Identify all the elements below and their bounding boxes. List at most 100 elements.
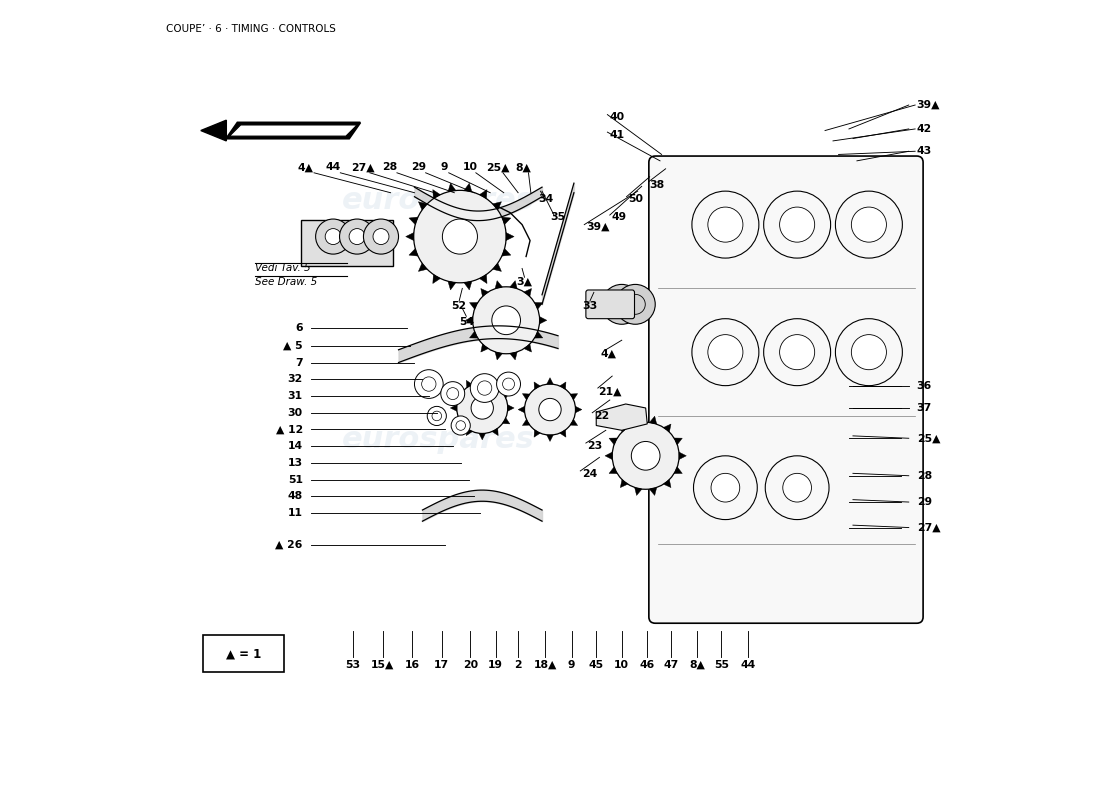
Polygon shape	[539, 317, 547, 324]
Polygon shape	[570, 394, 578, 400]
Text: 34: 34	[538, 194, 553, 204]
Text: 31: 31	[288, 391, 302, 401]
Text: 4▲: 4▲	[601, 349, 616, 358]
Text: 42: 42	[916, 124, 932, 134]
Text: 52: 52	[452, 301, 466, 311]
Text: 28: 28	[916, 470, 932, 481]
Circle shape	[708, 334, 742, 370]
Polygon shape	[493, 202, 502, 210]
Polygon shape	[679, 452, 686, 459]
Text: See Draw. 5: See Draw. 5	[255, 277, 317, 287]
Text: eurospares: eurospares	[342, 186, 535, 215]
Text: 17: 17	[434, 660, 449, 670]
Text: eurospares: eurospares	[342, 426, 535, 454]
Polygon shape	[470, 302, 477, 310]
Circle shape	[340, 219, 375, 254]
Circle shape	[631, 442, 660, 470]
Text: 48: 48	[288, 491, 302, 502]
Text: 45: 45	[588, 660, 604, 670]
Text: 37: 37	[916, 403, 932, 413]
Text: 9: 9	[568, 660, 575, 670]
Polygon shape	[522, 394, 530, 400]
Text: 43: 43	[916, 146, 932, 156]
Text: 39▲: 39▲	[916, 100, 940, 110]
Text: 6: 6	[295, 323, 302, 334]
Text: 14: 14	[288, 442, 302, 451]
Text: 32: 32	[287, 374, 303, 384]
Text: 22: 22	[594, 411, 609, 421]
Polygon shape	[649, 416, 657, 424]
Polygon shape	[674, 467, 682, 474]
Polygon shape	[524, 289, 531, 297]
Polygon shape	[620, 424, 628, 432]
Text: ▲ 26: ▲ 26	[275, 540, 302, 550]
Text: 55: 55	[714, 660, 729, 670]
Text: 38: 38	[649, 180, 664, 190]
Polygon shape	[535, 382, 540, 390]
Polygon shape	[596, 404, 647, 430]
Circle shape	[602, 285, 641, 324]
Circle shape	[525, 384, 575, 435]
Polygon shape	[480, 190, 487, 198]
Polygon shape	[620, 479, 628, 487]
Text: 49: 49	[612, 212, 627, 222]
Text: 25▲: 25▲	[485, 162, 509, 172]
Circle shape	[539, 398, 561, 421]
Circle shape	[492, 306, 520, 334]
Polygon shape	[418, 263, 427, 271]
Text: 41: 41	[609, 130, 625, 140]
Circle shape	[613, 422, 679, 490]
Circle shape	[414, 190, 506, 283]
Text: 21▲: 21▲	[597, 387, 622, 397]
Circle shape	[473, 286, 540, 354]
Circle shape	[441, 382, 464, 406]
Polygon shape	[480, 274, 487, 283]
Polygon shape	[547, 435, 553, 442]
Circle shape	[326, 229, 341, 245]
Polygon shape	[502, 249, 510, 256]
Polygon shape	[510, 281, 517, 289]
FancyBboxPatch shape	[586, 290, 635, 318]
Text: 7: 7	[295, 358, 302, 367]
Text: 51: 51	[288, 474, 302, 485]
Polygon shape	[635, 416, 642, 424]
Circle shape	[851, 334, 887, 370]
FancyBboxPatch shape	[204, 635, 284, 672]
Text: 20: 20	[463, 660, 477, 670]
Polygon shape	[605, 452, 613, 459]
Text: 27▲: 27▲	[916, 522, 940, 533]
Text: 24: 24	[582, 469, 597, 479]
Polygon shape	[481, 289, 488, 297]
Polygon shape	[535, 331, 542, 338]
Polygon shape	[535, 430, 540, 437]
Polygon shape	[454, 418, 462, 424]
Text: 53: 53	[345, 660, 361, 670]
Polygon shape	[230, 125, 358, 136]
Text: 11: 11	[288, 508, 302, 518]
Polygon shape	[570, 419, 578, 426]
Polygon shape	[464, 282, 472, 290]
Text: 36: 36	[916, 381, 932, 390]
Text: 18▲: 18▲	[534, 660, 557, 670]
Polygon shape	[466, 428, 473, 435]
Text: 25▲: 25▲	[916, 434, 940, 443]
Polygon shape	[503, 392, 510, 398]
Bar	[301, 220, 393, 266]
Circle shape	[783, 474, 812, 502]
Polygon shape	[466, 380, 473, 388]
Polygon shape	[492, 428, 498, 435]
Polygon shape	[663, 479, 671, 487]
Text: 33: 33	[582, 301, 597, 311]
Circle shape	[427, 406, 447, 426]
Text: 23: 23	[587, 442, 603, 451]
Text: ▲ = 1: ▲ = 1	[226, 647, 261, 660]
Text: 27▲: 27▲	[351, 162, 374, 172]
Polygon shape	[409, 249, 418, 256]
Text: 16: 16	[405, 660, 419, 670]
Polygon shape	[518, 406, 525, 413]
Circle shape	[349, 229, 365, 245]
Polygon shape	[418, 202, 427, 210]
Polygon shape	[510, 352, 517, 360]
Polygon shape	[432, 274, 440, 283]
Polygon shape	[502, 217, 510, 225]
